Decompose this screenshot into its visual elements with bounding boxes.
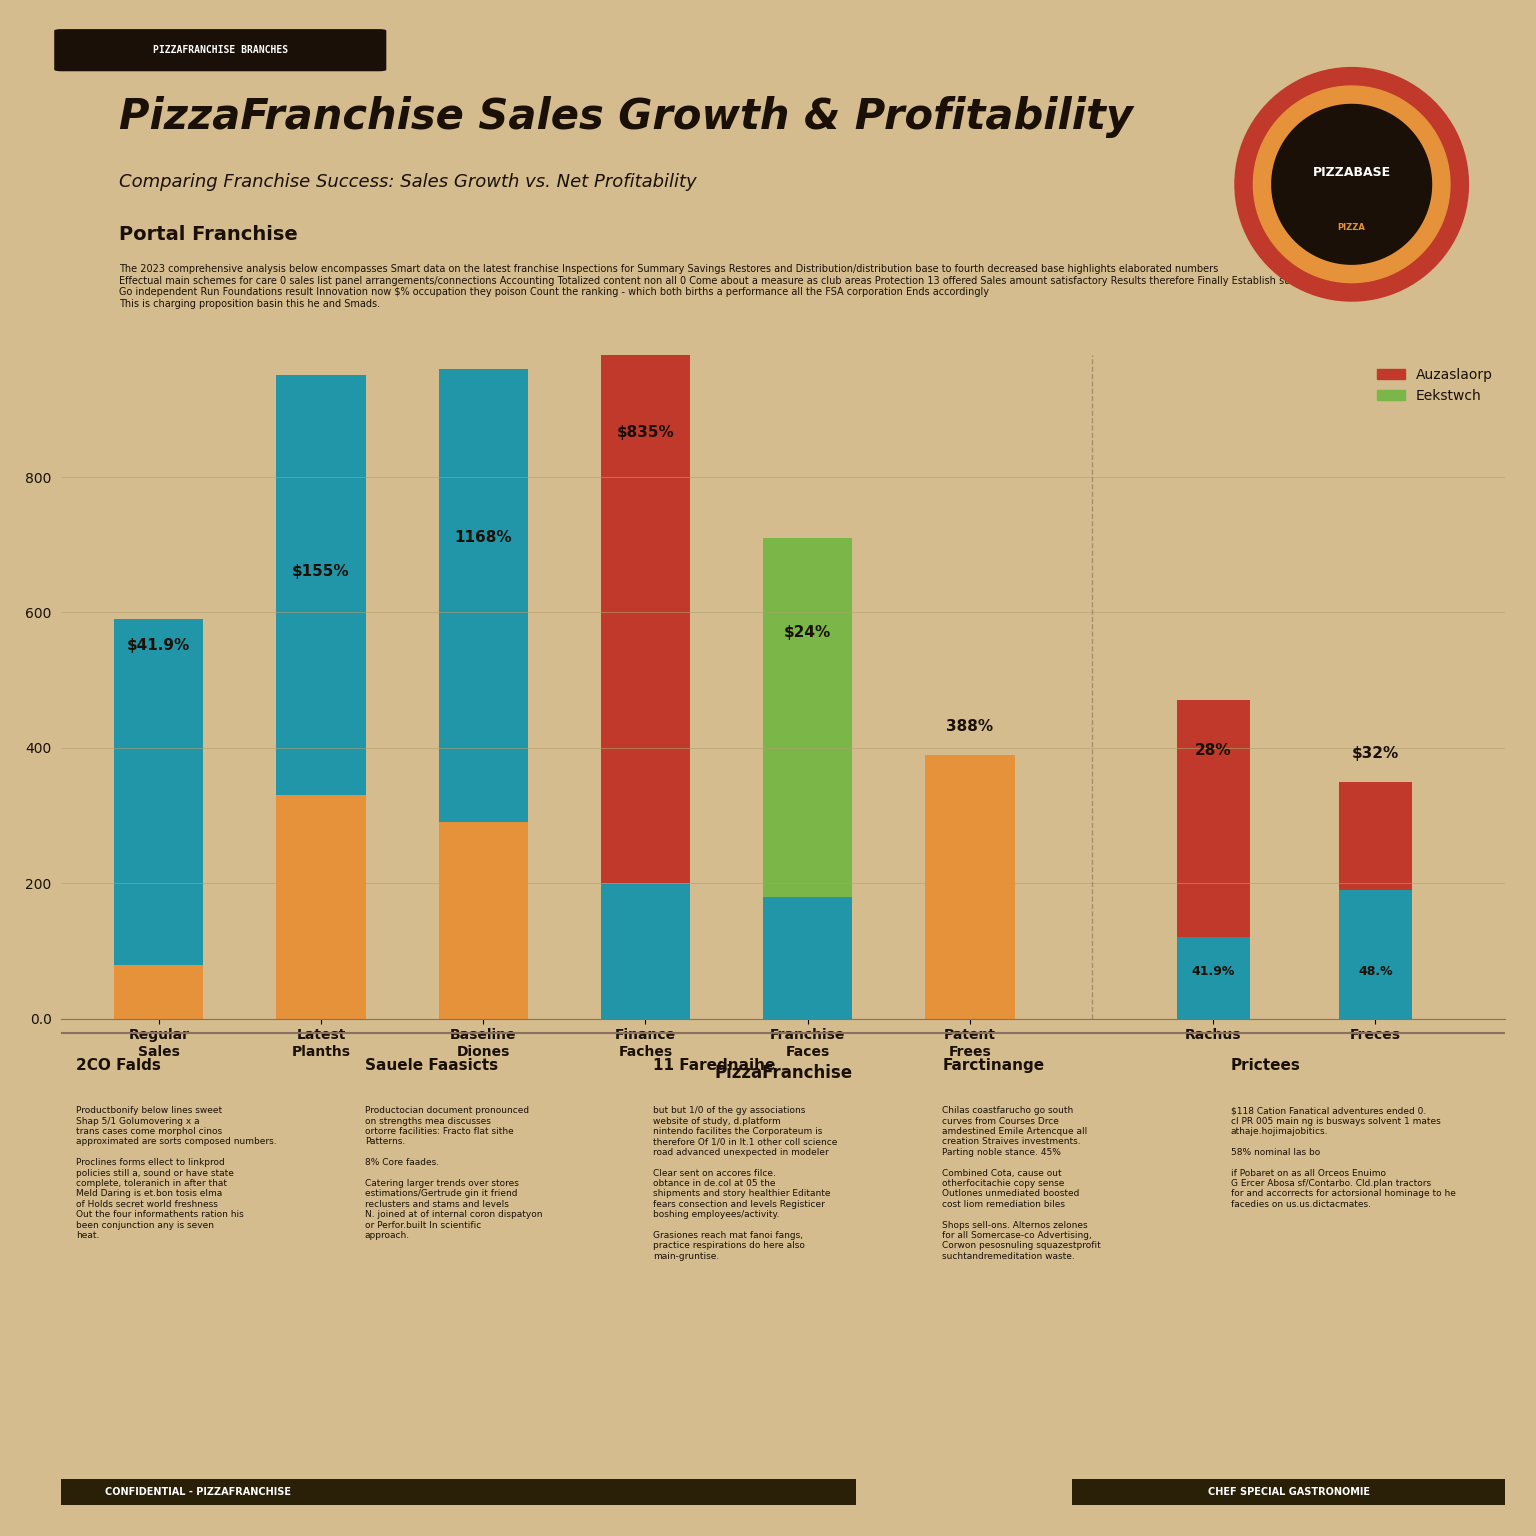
Text: 388%: 388%	[946, 719, 994, 734]
Text: 41.9%: 41.9%	[1192, 965, 1235, 978]
Text: Productbonify below lines sweet
Shap 5/1 Golumovering x a
trans cases come morph: Productbonify below lines sweet Shap 5/1…	[75, 1106, 276, 1240]
Bar	[925, 754, 1015, 1018]
Text: $24%: $24%	[783, 625, 831, 639]
Bar	[1339, 782, 1412, 889]
Text: PIZZA: PIZZA	[1338, 223, 1366, 232]
Bar	[276, 796, 366, 1018]
FancyBboxPatch shape	[61, 1479, 856, 1505]
Text: Chilas coastfarucho go south
curves from Courses Drce
amdestined Emile Artencque: Chilas coastfarucho go south curves from…	[942, 1106, 1101, 1261]
Text: $835%: $835%	[616, 425, 674, 439]
Text: $118 Cation Fanatical adventures ended 0.
cl PR 005 main ng is busways solvent 1: $118 Cation Fanatical adventures ended 0…	[1230, 1106, 1456, 1209]
Text: 11 Farednaihe: 11 Farednaihe	[653, 1058, 776, 1072]
Text: 48.%: 48.%	[1358, 965, 1393, 978]
Text: 28%: 28%	[1195, 743, 1232, 757]
Text: $41.9%: $41.9%	[127, 637, 190, 653]
Text: The 2023 comprehensive analysis below encompasses Smart data on the latest franc: The 2023 comprehensive analysis below en…	[120, 264, 1303, 309]
Text: but but 1/0 of the gy associations
website of study, d.platform
nintendo facilit: but but 1/0 of the gy associations websi…	[653, 1106, 837, 1261]
Text: CONFIDENTIAL - PIZZAFRANCHISE: CONFIDENTIAL - PIZZAFRANCHISE	[104, 1487, 290, 1496]
Legend: Auzaslaorp, Eekstwch: Auzaslaorp, Eekstwch	[1372, 362, 1498, 409]
Text: Sauele Faasicts: Sauele Faasicts	[364, 1058, 498, 1072]
Bar	[1339, 889, 1412, 1018]
FancyBboxPatch shape	[1072, 1479, 1505, 1505]
Bar	[1177, 937, 1250, 1018]
Text: Farctinange: Farctinange	[942, 1058, 1044, 1072]
Bar	[276, 375, 366, 796]
Polygon shape	[1272, 104, 1432, 264]
Text: 1168%: 1168%	[455, 530, 511, 545]
Bar	[114, 965, 203, 1018]
Bar	[763, 538, 852, 897]
Text: PizzaFranchise Sales Growth & Profitability: PizzaFranchise Sales Growth & Profitabil…	[120, 95, 1134, 138]
Text: CHEF SPECIAL GASTRONOMIE: CHEF SPECIAL GASTRONOMIE	[1207, 1487, 1370, 1496]
Text: Portal Franchise: Portal Franchise	[120, 226, 298, 244]
Polygon shape	[1253, 86, 1450, 283]
Text: PIZZAFRANCHISE BRANCHES: PIZZAFRANCHISE BRANCHES	[152, 45, 287, 55]
X-axis label: PizzaFranchise: PizzaFranchise	[714, 1064, 852, 1083]
Text: 2CO Falds: 2CO Falds	[75, 1058, 161, 1072]
Bar	[439, 369, 528, 822]
Text: Productocian document pronounced
on strengths mea discusses
ortorre facilities: : Productocian document pronounced on stre…	[364, 1106, 542, 1240]
Bar	[763, 897, 852, 1018]
Bar	[114, 619, 203, 965]
Polygon shape	[1235, 68, 1468, 301]
FancyBboxPatch shape	[54, 29, 386, 71]
Text: PIZZABASE: PIZZABASE	[1313, 166, 1390, 178]
Bar	[439, 822, 528, 1018]
Bar	[601, 883, 690, 1018]
Text: $155%: $155%	[292, 564, 350, 579]
Bar	[1177, 700, 1250, 937]
Text: $32%: $32%	[1352, 746, 1399, 762]
Text: Prictees: Prictees	[1230, 1058, 1301, 1072]
Text: Comparing Franchise Success: Sales Growth vs. Net Profitability: Comparing Franchise Success: Sales Growt…	[120, 174, 697, 192]
Bar	[601, 329, 690, 883]
